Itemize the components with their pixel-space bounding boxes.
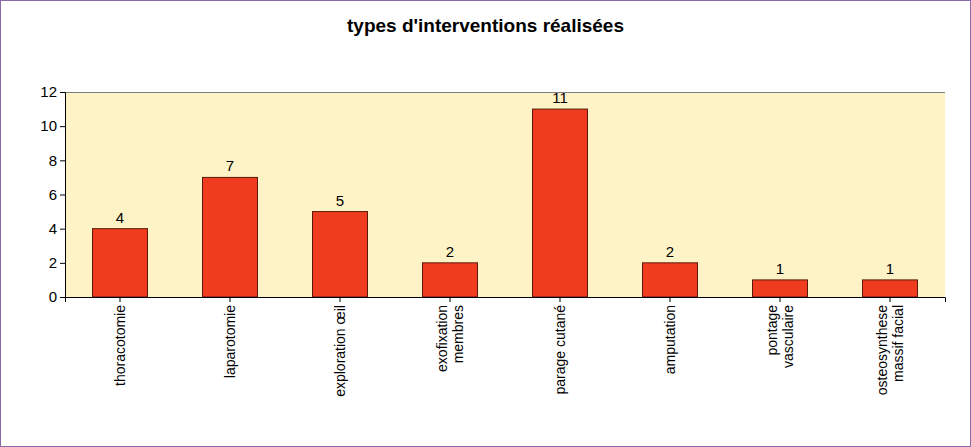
plot: 475211211024681012thoracotomielaparotomi… [40, 83, 945, 397]
y-tick-mark [60, 160, 65, 161]
x-axis-line [66, 298, 946, 303]
x-tick-label: pontagevasculaire [764, 305, 796, 368]
x-tick [450, 297, 451, 302]
x-tick-mark [780, 297, 781, 302]
bar [533, 109, 588, 297]
x-tick-mark [670, 297, 671, 302]
x-tick-label: laparotomie [222, 305, 238, 378]
y-tick-mark [60, 297, 65, 298]
x-tick-label: amputation [662, 305, 678, 374]
x-tick [230, 297, 231, 302]
plot-frame [65, 92, 945, 93]
x-tick [340, 297, 341, 302]
x-tick [670, 297, 671, 302]
bar [203, 177, 258, 297]
data-label: 4 [116, 209, 124, 226]
x-labels: thoracotomie laparotomie exploration œil ex… [112, 305, 906, 397]
x-tick-mark [120, 297, 121, 302]
y-tick-label: 0 [49, 288, 57, 305]
y-axis: 0 2 4 6 8 10 12 [40, 83, 65, 305]
bar [313, 212, 368, 297]
x-tick [890, 297, 891, 302]
y-tick-mark [60, 229, 65, 230]
y-tick-mark [60, 92, 65, 93]
y-tick-label: 6 [49, 186, 57, 203]
x-tick-mark [340, 297, 341, 302]
x-tick-mark [450, 297, 451, 302]
x-tick-label: osteosynthesemassif facial [874, 305, 906, 395]
data-label: 11 [552, 89, 568, 106]
x-tick-mark [230, 297, 231, 302]
data-labels: 475211211 [116, 89, 894, 277]
x-tick-mark [560, 297, 561, 302]
y-tick: 0 [49, 288, 65, 305]
y-tick-label: 10 [40, 117, 57, 134]
chart-border [1, 1, 971, 447]
bar [423, 263, 478, 297]
data-label: 1 [886, 260, 894, 277]
y-tick-label: 2 [49, 254, 57, 271]
x-tick [560, 297, 561, 302]
y-axis-line [60, 93, 66, 298]
bar [643, 263, 698, 297]
y-tick: 6 [49, 186, 65, 203]
data-label: 1 [776, 260, 784, 277]
y-tick: 12 [40, 83, 65, 100]
y-tick: 10 [40, 117, 65, 134]
x-axis [66, 297, 946, 302]
bar [93, 229, 148, 297]
data-label: 5 [336, 192, 344, 209]
data-label: 7 [226, 157, 234, 174]
y-tick: 8 [49, 152, 65, 169]
bar [863, 280, 918, 297]
x-tick-label: thoracotomie [112, 305, 128, 386]
chart: types d'interventions réalisées475211211… [0, 0, 971, 447]
y-tick-mark [60, 195, 65, 196]
y-tick-mark [60, 263, 65, 264]
x-tick-label: exploration œil [332, 305, 348, 397]
bar [753, 280, 808, 297]
x-tick [780, 297, 781, 302]
x-tick-mark [890, 297, 891, 302]
x-tick-label: parage cutané [552, 305, 568, 395]
data-label: 2 [446, 243, 454, 260]
data-label: 2 [666, 243, 674, 260]
x-tick-label: exofixationmembres [434, 305, 466, 372]
chart-title: types d'interventions réalisées [347, 15, 624, 36]
y-tick: 2 [49, 254, 65, 271]
y-tick-label: 12 [40, 83, 57, 100]
y-tick: 4 [49, 220, 65, 237]
y-tick-mark [60, 126, 65, 127]
y-tick-label: 4 [49, 220, 57, 237]
bars [93, 109, 918, 297]
plot-background [65, 92, 945, 297]
x-tick [120, 297, 121, 302]
y-tick-label: 8 [49, 152, 57, 169]
